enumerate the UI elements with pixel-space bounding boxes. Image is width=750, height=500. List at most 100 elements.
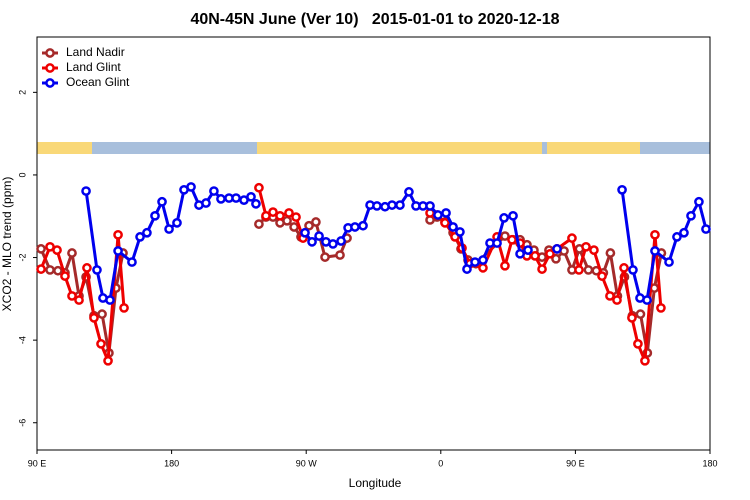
data-point [530, 251, 540, 261]
data-point [254, 182, 264, 193]
data-point [127, 257, 137, 267]
data-point [36, 264, 46, 274]
data-point [275, 210, 285, 221]
data-point [89, 312, 99, 323]
data-point [335, 250, 345, 260]
y-axis-title: XCO2 - MLO trend (ppm) [0, 177, 14, 312]
legend-marker [45, 78, 55, 88]
data-point [336, 236, 346, 246]
data-point [92, 265, 102, 275]
x-tick-label: 0 [438, 458, 443, 468]
data-point [642, 295, 652, 305]
data-point [201, 198, 211, 208]
data-point [82, 263, 92, 273]
data-point [551, 253, 561, 264]
data-point [492, 238, 502, 248]
series [81, 182, 711, 305]
data-point [300, 227, 310, 238]
data-point [36, 244, 46, 254]
data-point [701, 224, 711, 234]
data-point [52, 245, 62, 255]
y-tick-label: -6 [17, 419, 27, 427]
data-point [552, 244, 562, 254]
data-point [672, 232, 682, 242]
data-point [251, 199, 261, 209]
x-tick-label: 180 [702, 458, 717, 468]
data-point [537, 264, 547, 274]
data-point [96, 339, 106, 349]
data-point [633, 339, 643, 349]
data-point [478, 263, 488, 273]
data-point [462, 264, 472, 274]
data-point [311, 217, 321, 227]
data-point [246, 191, 256, 202]
data-point [209, 186, 219, 196]
chart-title: 40N-45N June (Ver 10) 2015-01-01 to 2020… [190, 11, 559, 28]
data-point [350, 222, 360, 232]
data-point [268, 207, 278, 217]
data-point [45, 265, 55, 275]
y-tick-label: 2 [17, 90, 27, 95]
data-point [455, 227, 465, 237]
data-point [500, 260, 510, 271]
data-point [448, 222, 458, 232]
data-point [507, 234, 517, 245]
data-point [581, 241, 591, 252]
data-point [425, 201, 435, 211]
data-point [515, 248, 525, 259]
data-point [628, 265, 638, 275]
land-band [547, 142, 640, 154]
data-point [656, 303, 666, 313]
data-point [635, 309, 646, 319]
data-point [135, 232, 145, 242]
legend-label: Land Nadir [66, 45, 125, 59]
data-point [612, 295, 622, 305]
data-point [216, 194, 226, 204]
data-point [478, 255, 488, 265]
data-point [650, 229, 660, 240]
land-band [257, 142, 542, 154]
data-point [441, 208, 451, 218]
data-point [583, 265, 594, 275]
plot-frame [36, 36, 711, 451]
legend-marker [45, 48, 55, 58]
data-point [627, 312, 637, 323]
data-point [508, 210, 518, 221]
data-point [74, 295, 84, 305]
data-point [231, 193, 241, 203]
y-tick-label: 0 [17, 172, 27, 177]
data-point [113, 246, 123, 256]
data-point [650, 246, 660, 256]
data-point [97, 309, 107, 319]
data-point [284, 208, 294, 218]
data-point [372, 201, 382, 211]
data-point [440, 218, 450, 228]
data-point [433, 210, 443, 220]
data-point [395, 200, 405, 210]
surface-band [37, 142, 710, 154]
data-point [567, 233, 577, 243]
data-point [289, 222, 299, 232]
x-tick-label: 90 E [28, 458, 47, 468]
data-point [387, 200, 397, 210]
legend-label: Ocean Glint [66, 75, 130, 89]
data-point [597, 271, 607, 281]
data-point [172, 218, 182, 228]
data-point [67, 291, 77, 301]
data-point [81, 186, 91, 196]
data-point [619, 263, 629, 273]
y-tick-label: -4 [17, 336, 27, 344]
data-point [261, 210, 271, 221]
data-point [545, 248, 555, 259]
x-axis-title: Longitude [349, 476, 402, 490]
land-band [37, 142, 92, 154]
x-tick-label: 90 E [566, 458, 585, 468]
data-point [499, 213, 509, 223]
data-point [314, 231, 324, 241]
data-point [103, 355, 113, 366]
data-point [164, 224, 174, 234]
x-tick-label: 180 [164, 458, 179, 468]
data-point [150, 210, 160, 221]
data-point [254, 219, 264, 229]
